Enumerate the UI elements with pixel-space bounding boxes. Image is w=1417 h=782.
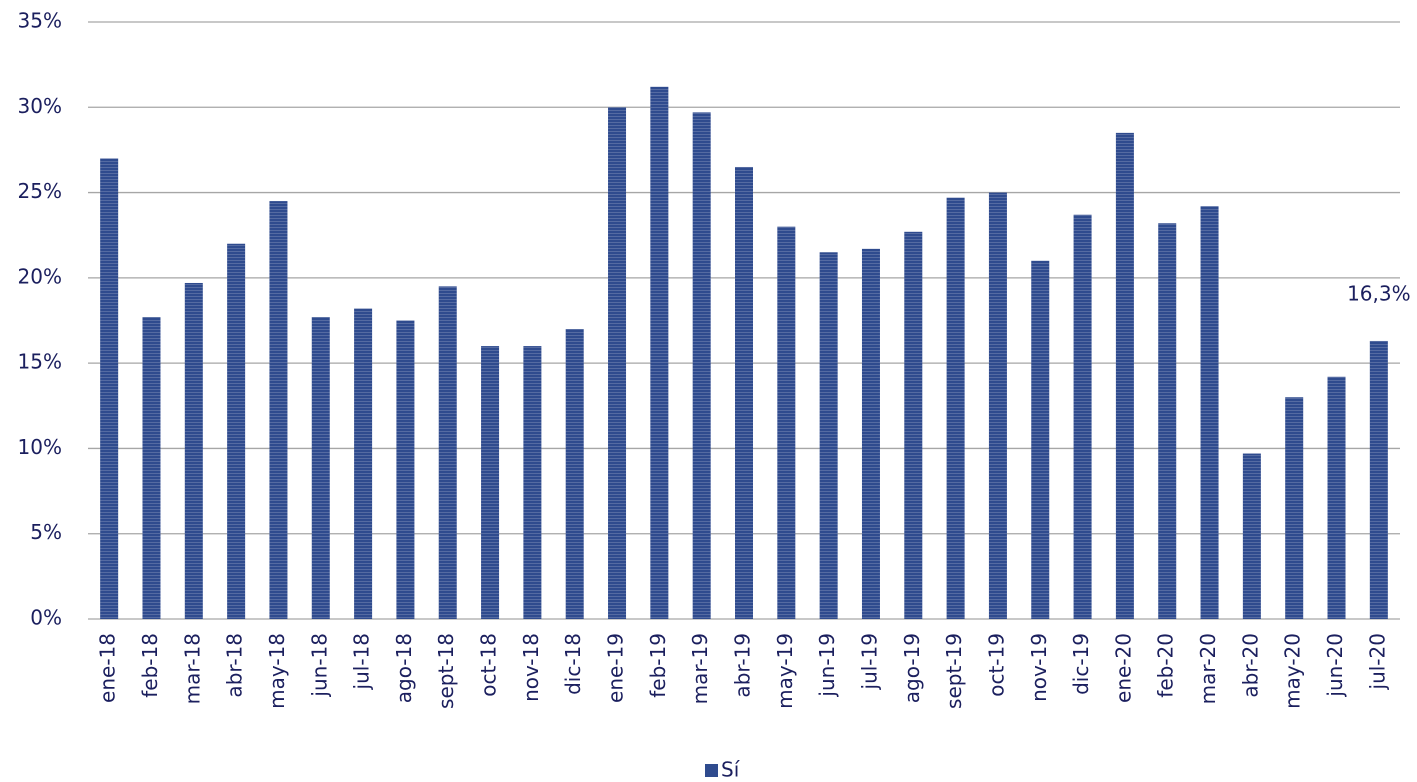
bar-texture: [1327, 376, 1346, 619]
bar-texture: [777, 226, 796, 619]
bar-texture: [735, 166, 753, 619]
x-tick-label: abr-20: [1238, 633, 1262, 698]
legend-swatch: [705, 764, 718, 777]
y-tick-label: 15%: [18, 350, 62, 374]
y-tick-label: 30%: [18, 94, 62, 118]
x-tick-label: jun-20: [1323, 633, 1347, 698]
x-tick-label: ago-18: [392, 633, 416, 703]
bar-texture: [861, 248, 880, 620]
x-tick-label: nov-18: [519, 633, 543, 702]
bar-texture: [354, 308, 373, 619]
y-tick-label: 25%: [18, 179, 62, 203]
x-tick-label: jun-19: [815, 633, 839, 698]
bar-texture: [269, 201, 288, 619]
x-tick-label: oct-19: [984, 633, 1008, 697]
x-tick-label: feb-20: [1154, 633, 1178, 698]
x-tick-label: dic-18: [561, 633, 585, 695]
bar-texture: [650, 86, 669, 620]
bar-texture: [396, 320, 415, 619]
bar-texture: [1158, 223, 1177, 619]
x-tick-label: may-18: [265, 633, 289, 709]
y-tick-label: 0%: [30, 606, 62, 630]
legend-label: Sí: [721, 758, 741, 782]
x-tick-label: jul-20: [1365, 633, 1389, 690]
bar-texture: [1073, 214, 1092, 619]
x-tick-label: mar-18: [180, 633, 204, 704]
x-tick-label: may-20: [1281, 633, 1305, 709]
x-tick-label: mar-20: [1196, 633, 1220, 704]
x-tick-label: jul-19: [857, 633, 881, 690]
y-tick-label: 20%: [18, 264, 62, 288]
bar-texture: [481, 346, 500, 619]
bar-texture: [227, 243, 246, 619]
bar-texture: [1031, 260, 1050, 619]
bar-texture: [819, 252, 838, 619]
x-tick-label: sept-18: [434, 633, 458, 709]
bar-texture: [1242, 453, 1261, 619]
bar-texture: [1369, 340, 1388, 619]
x-tick-label: mar-19: [688, 633, 712, 704]
x-tick-label: feb-19: [646, 633, 670, 698]
x-tick-label: ene-18: [96, 633, 120, 703]
bar-texture: [311, 317, 330, 619]
bar-texture: [142, 317, 161, 619]
bar-texture: [1200, 206, 1219, 619]
bar-texture: [946, 197, 965, 619]
x-tick-label: nov-19: [1027, 633, 1051, 702]
bar-texture: [438, 286, 457, 619]
bar-texture: [523, 346, 542, 619]
bar-texture: [608, 107, 627, 620]
y-tick-label: 5%: [30, 520, 62, 544]
x-tick-label: jun-18: [307, 633, 331, 698]
bar-texture: [1115, 132, 1134, 619]
bar-texture: [184, 282, 203, 619]
x-tick-label: ene-20: [1111, 633, 1135, 703]
x-tick-label: feb-18: [138, 633, 162, 698]
y-tick-label: 35%: [18, 9, 62, 33]
bar-texture: [904, 231, 923, 619]
x-tick-label: abr-18: [223, 633, 247, 698]
bar-texture: [565, 329, 584, 619]
bar-texture: [100, 158, 119, 619]
bar-texture: [988, 192, 1007, 620]
x-tick-label: sept-19: [942, 633, 966, 709]
x-tick-label: ene-19: [604, 633, 628, 703]
bar-texture: [1285, 397, 1304, 619]
x-tick-label: oct-18: [477, 633, 501, 697]
data-label: 16,3%: [1347, 281, 1411, 305]
x-tick-label: may-19: [773, 633, 797, 709]
x-tick-label: abr-19: [731, 633, 755, 698]
x-tick-label: jul-18: [350, 633, 374, 690]
x-tick-label: dic-19: [1069, 633, 1093, 695]
x-tick-label: ago-19: [900, 633, 924, 703]
y-tick-label: 10%: [18, 435, 62, 459]
bar-texture: [692, 112, 711, 619]
